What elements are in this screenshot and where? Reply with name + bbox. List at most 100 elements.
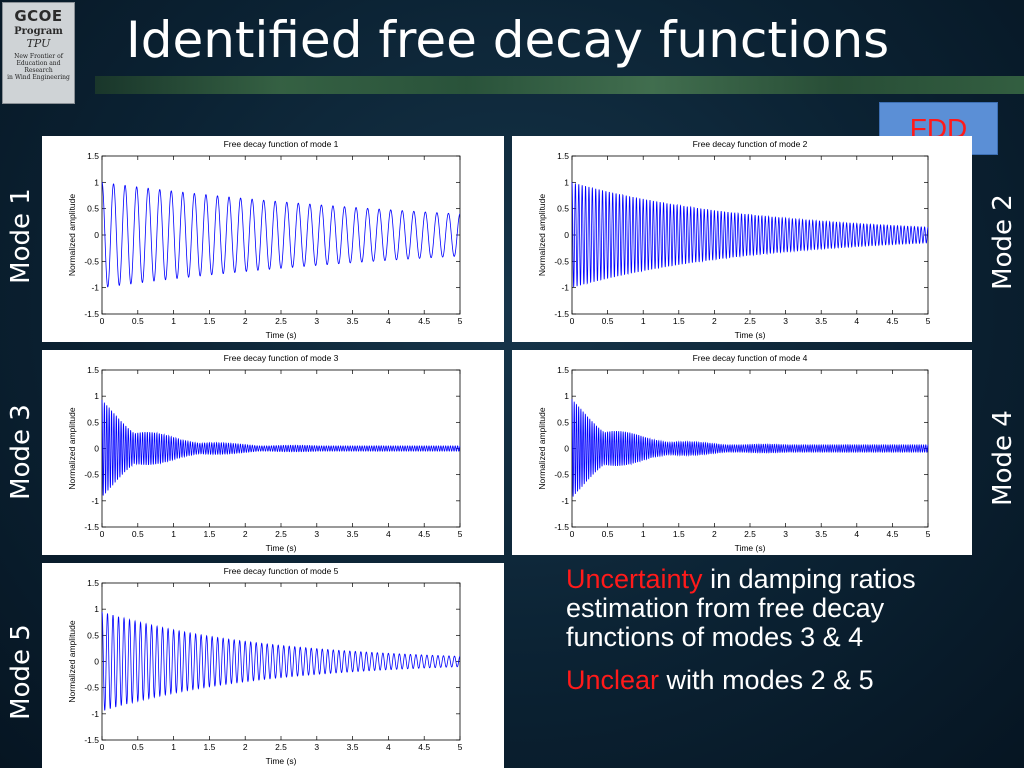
x-tick-label: 2: [712, 529, 717, 539]
y-tick-label: -1.5: [84, 522, 99, 532]
x-tick-label: 4.5: [418, 529, 430, 539]
x-tick-label: 4.5: [886, 529, 898, 539]
x-tick-label: 5: [926, 316, 931, 326]
series-line: [101, 182, 461, 288]
y-tick-label: -1.5: [84, 735, 99, 745]
logo-tpu-text: TPU: [26, 37, 51, 50]
x-tick-label: 4: [386, 529, 391, 539]
x-tick-label: 1.5: [203, 316, 215, 326]
title-decoration-band: [95, 76, 1024, 94]
y-tick-label: 1.5: [557, 365, 569, 375]
y-tick-label: 0.5: [87, 417, 99, 427]
y-axis-label: Normalized amplitude: [67, 407, 77, 489]
chart-panel-mode-5: Free decay function of mode 5 0 0.5 1 1.5 2 2.…: [42, 563, 504, 768]
x-tick-label: 2: [243, 529, 248, 539]
series-line: [101, 611, 461, 711]
x-tick-label: 4: [854, 316, 859, 326]
chart-panel-mode-1: Free decay function of mode 1 0 0.5 1 1.5 2 2.…: [42, 136, 504, 342]
x-tick-label: 1.5: [673, 529, 685, 539]
x-tick-label: 0.5: [132, 742, 144, 752]
y-tick-label: 1.5: [557, 151, 569, 161]
x-tick-label: 4: [854, 529, 859, 539]
y-tick-label: -1: [91, 283, 99, 293]
y-tick-label: -0.5: [554, 470, 569, 480]
x-axis-label: Time (s): [266, 756, 297, 766]
chart-mode-2: Free decay function of mode 2 0 0.5 1 1.5 2 2.…: [537, 139, 931, 340]
x-tick-label: 1: [641, 316, 646, 326]
x-tick-label: 3.5: [347, 316, 359, 326]
series-line: [571, 182, 929, 288]
chart-mode-4: Free decay function of mode 4 0 0.5 1 1.5 2 2.…: [537, 353, 931, 553]
x-tick-label: 0.5: [602, 316, 614, 326]
y-tick-label: 1.5: [87, 578, 99, 588]
y-tick-label: 0: [564, 230, 569, 240]
mode-1-label: Mode 1: [6, 188, 36, 284]
y-tick-label: -1: [561, 283, 569, 293]
y-tick-label: -0.5: [84, 470, 99, 480]
plot-frame: [101, 155, 461, 315]
x-tick-label: 0.5: [132, 316, 144, 326]
x-tick-label: 1.5: [673, 316, 685, 326]
x-tick-label: 1.5: [203, 742, 215, 752]
note-text: with modes 2 & 5: [659, 665, 874, 695]
x-tick-label: 3.5: [347, 742, 359, 752]
y-tick-label: -1.5: [554, 309, 569, 319]
x-axis-label: Time (s): [735, 543, 766, 553]
chart-mode-3: Free decay function of mode 3 0 0.5 1 1.5 2 2.…: [67, 353, 463, 553]
x-tick-label: 5: [458, 316, 463, 326]
y-tick-label: -0.5: [554, 256, 569, 266]
x-tick-label: 5: [458, 742, 463, 752]
y-tick-label: -1.5: [84, 309, 99, 319]
x-tick-label: 3: [783, 316, 788, 326]
chart-panel-mode-3: Free decay function of mode 3 0 0.5 1 1.5 2 2.…: [42, 350, 504, 555]
x-tick-label: 3.5: [815, 316, 827, 326]
y-tick-label: 1.5: [87, 365, 99, 375]
chart-mode-5: Free decay function of mode 5 0 0.5 1 1.5 2 2.…: [67, 566, 463, 766]
mode-4-label: Mode 4: [988, 410, 1018, 506]
y-tick-label: -1: [91, 709, 99, 719]
x-tick-label: 0: [570, 529, 575, 539]
y-tick-label: 1: [94, 391, 99, 401]
y-tick-label: -1.5: [554, 522, 569, 532]
x-tick-label: 0.5: [132, 529, 144, 539]
x-tick-label: 3.5: [347, 529, 359, 539]
x-tick-label: 1.5: [203, 529, 215, 539]
x-tick-label: 2.5: [275, 529, 287, 539]
y-tick-label: 0: [94, 230, 99, 240]
y-tick-label: 0.5: [87, 630, 99, 640]
mode-5-label: Mode 5: [6, 624, 36, 720]
x-axis-label: Time (s): [735, 330, 766, 340]
y-tick-label: 0: [94, 657, 99, 667]
note-highlight: Unclear: [566, 665, 660, 695]
x-tick-label: 2.5: [275, 742, 287, 752]
chart-mode-1: Free decay function of mode 1 0 0.5 1 1.5 2 2.…: [67, 139, 463, 340]
y-tick-label: -1: [91, 496, 99, 506]
x-tick-label: 2.5: [744, 316, 756, 326]
y-tick-label: 1: [564, 391, 569, 401]
x-tick-label: 1: [171, 529, 176, 539]
y-axis-label: Normalized amplitude: [537, 194, 547, 276]
y-tick-label: -1: [561, 496, 569, 506]
chart-title: Free decay function of mode 1: [224, 139, 339, 149]
x-tick-label: 0: [100, 742, 105, 752]
logo-top-text: GCOE: [14, 7, 63, 25]
y-tick-label: 0.5: [557, 417, 569, 427]
plot-frame: [571, 369, 929, 528]
x-tick-label: 4: [386, 316, 391, 326]
x-tick-label: 4: [386, 742, 391, 752]
y-tick-label: -0.5: [84, 256, 99, 266]
note-text: in damping ratios estimation from free d…: [566, 564, 916, 652]
y-tick-label: 0.5: [557, 204, 569, 214]
x-tick-label: 2: [243, 316, 248, 326]
plot-frame: [101, 369, 461, 528]
logo-subtitle-line: in Wind Engineering: [7, 74, 70, 81]
x-tick-label: 5: [926, 529, 931, 539]
x-tick-label: 2: [712, 316, 717, 326]
x-tick-label: 3: [314, 529, 319, 539]
chart-title: Free decay function of mode 5: [224, 566, 339, 576]
y-tick-label: 0: [564, 444, 569, 454]
chart-title: Free decay function of mode 3: [224, 353, 339, 363]
x-tick-label: 4.5: [886, 316, 898, 326]
gcoe-logo: GCOE Program TPU New Frontier of Educati…: [2, 2, 75, 104]
note-unclear: Unclear with modes 2 & 5: [566, 666, 996, 695]
